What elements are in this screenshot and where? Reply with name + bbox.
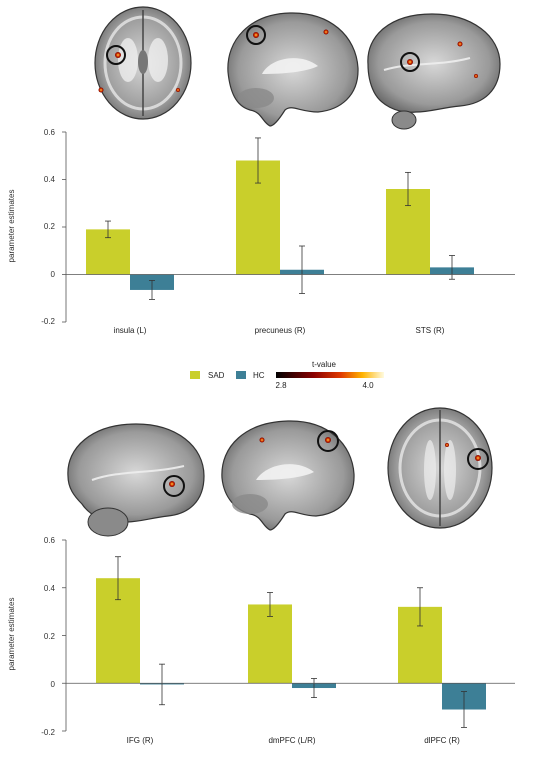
chart-top-ytick: 0.2 <box>44 222 56 231</box>
chart-top-ytick: 0.6 <box>44 128 56 137</box>
chart-bottom-yticks: 0.6 0.4 0.2 0 -0.2 <box>41 536 55 737</box>
chart-bottom-plot <box>62 539 515 732</box>
chart-top-yticks: 0.6 0.4 0.2 0 -0.2 <box>41 128 55 326</box>
brain-lateral-view-icon <box>67 423 205 537</box>
brain-sagittal-slice-icon <box>221 420 355 531</box>
legend-swatch-sad <box>190 371 200 379</box>
chart-top-ytick: 0.4 <box>44 175 56 184</box>
tvalue-title: t-value <box>312 360 337 369</box>
chart-bottom-ytick: -0.2 <box>41 728 55 737</box>
chart-bottom-ylabel: parameter estimates <box>7 598 16 671</box>
chart-bottom: parameter estimates 0.6 0.4 0.2 0 -0.2 I… <box>7 536 515 745</box>
chart-top-ytick: -0.2 <box>41 317 55 326</box>
chart-top-category-label: precuneus (R) <box>255 326 306 335</box>
legend-swatch-hc <box>236 371 246 379</box>
brain-sagittal-slice-icon <box>227 12 359 127</box>
bar-sad <box>248 604 292 684</box>
chart-top-category-label: insula (L) <box>114 326 147 335</box>
chart-bottom-category-label: dlPFC (R) <box>424 736 460 745</box>
chart-top-category-label: STS (R) <box>416 326 445 335</box>
legend-label-sad: SAD <box>208 371 225 380</box>
tvalue-min-label: 2.8 <box>275 381 287 390</box>
chart-bottom-category-label: IFG (R) <box>127 736 154 745</box>
chart-top-ylabel: parameter estimates <box>7 190 16 263</box>
chart-top: parameter estimates 0.6 0.4 0.2 0 -0.2 i… <box>7 128 515 335</box>
chart-bottom-ytick: 0.4 <box>44 584 56 593</box>
chart-top-plot <box>62 131 515 323</box>
legend-label-hc: HC <box>253 371 265 380</box>
tvalue-max-label: 4.0 <box>362 381 374 390</box>
brain-lateral-view-icon <box>367 13 501 130</box>
chart-bottom-category-label: dmPFC (L/R) <box>268 736 315 745</box>
legend: SAD HC t-value 2.8 4.0 <box>190 360 384 390</box>
chart-bottom-ytick: 0.6 <box>44 536 56 545</box>
chart-bottom-ytick: 0.2 <box>44 632 56 641</box>
chart-bottom-ytick: 0 <box>51 680 56 689</box>
brain-axial-slice-icon <box>387 407 493 529</box>
chart-top-ytick: 0 <box>51 270 56 279</box>
tvalue-colorbar <box>276 372 384 378</box>
brain-axial-slice-icon <box>94 6 192 120</box>
